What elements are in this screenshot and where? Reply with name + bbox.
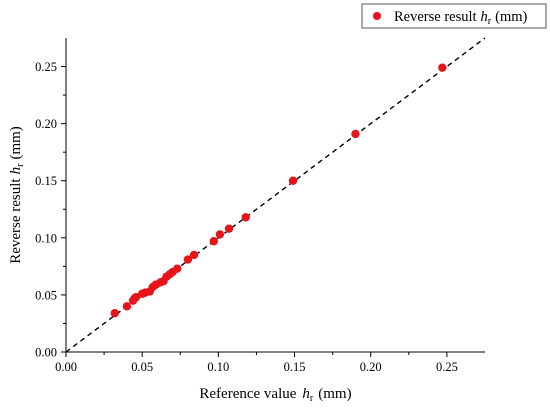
x-tick-label: 0.20 — [360, 360, 382, 374]
data-point — [224, 224, 234, 233]
axes: 0.00 0.05 0.10 0.15 0.20 0.25 0.00 0.05 0.10 0.15… — [35, 38, 485, 374]
data-point — [122, 302, 132, 311]
y-tick-label: 0.20 — [35, 117, 57, 131]
data-point — [189, 250, 199, 260]
legend-box — [361, 3, 547, 29]
x-tick-label: 0.25 — [436, 360, 458, 374]
legend-label: Reverse result hr (mm) — [394, 9, 528, 27]
data-point — [241, 213, 250, 222]
data-point — [173, 264, 182, 273]
y-tick-label: 0.15 — [35, 174, 57, 188]
y-tick-label: 0.25 — [35, 60, 57, 74]
reference-line — [65, 37, 486, 353]
x-tick-label: 0.05 — [131, 360, 153, 374]
data-point — [438, 63, 447, 72]
y-axis-title: Reverse resulthr(mm) — [8, 126, 26, 264]
y-tick-label: 0.00 — [35, 346, 57, 360]
x-axis-title: Reference value hr (mm) — [199, 386, 351, 404]
plot-area — [65, 37, 486, 353]
data-point — [215, 230, 225, 239]
data-point — [110, 308, 119, 318]
data-point — [351, 129, 360, 139]
y-tick-label: 0.10 — [35, 231, 57, 245]
legend-marker — [373, 12, 381, 20]
data-point — [288, 176, 298, 185]
data-point — [209, 237, 218, 246]
data-point — [131, 292, 141, 302]
x-tick-label: 0.00 — [55, 360, 77, 374]
data-point — [183, 255, 193, 264]
y-tick-label: 0.05 — [35, 288, 57, 302]
legend: Reverse result hr (mm) — [361, 3, 547, 29]
x-tick-label: 0.10 — [207, 360, 229, 374]
x-tick-label: 0.15 — [284, 360, 306, 374]
